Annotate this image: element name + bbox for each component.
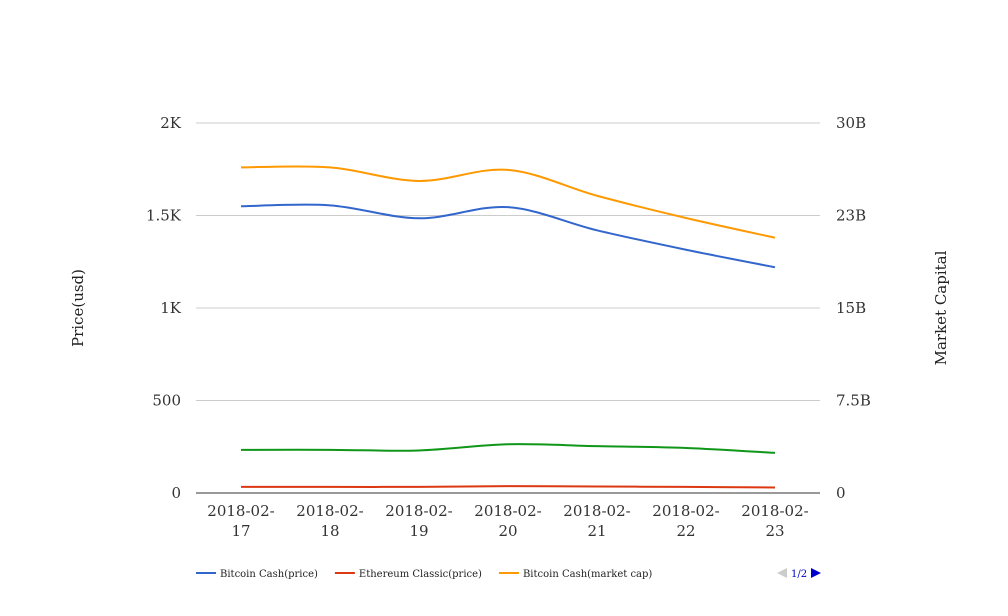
x-tick-label-3: 2018-02- 20: [474, 502, 541, 540]
x-tick-label-6: 2018-02- 23: [741, 502, 808, 540]
y-tick-label-0: 0: [171, 484, 181, 502]
x-tick-line: 22: [676, 522, 695, 540]
y2-tick-label-2: 15B: [836, 299, 866, 317]
y2-tick-label-3: 23B: [836, 207, 866, 225]
gridlines: [196, 122, 820, 401]
y-tick-label-1: 500: [152, 392, 181, 410]
x-tick-label-1: 2018-02- 18: [296, 502, 363, 540]
x-tick-label-4: 2018-02- 21: [563, 502, 630, 540]
x-tick-label-5: 2018-02- 22: [652, 502, 719, 540]
legend-label-0: Bitcoin Cash(price): [220, 569, 318, 580]
left-y-axis-title: Price(usd): [69, 269, 87, 347]
y-tick-label-4: 2K: [160, 114, 182, 132]
series-line-3: [240, 443, 776, 454]
left-y-axis-ticks: 0 500 1K 1.5K 2K: [146, 114, 182, 502]
pager-prev-icon[interactable]: [777, 568, 787, 578]
x-tick-label-0: 2018-02- 17: [207, 502, 274, 540]
x-tick-line: 2018-02-: [207, 502, 274, 520]
legend-label-1: Ethereum Classic(price): [359, 569, 482, 580]
legend-label-2: Bitcoin Cash(market cap): [523, 569, 652, 580]
x-tick-label-2: 2018-02- 19: [385, 502, 452, 540]
series-line-1: [241, 485, 776, 489]
x-axis-ticks: 2018-02-172018-02-182018-02-192018-02-20…: [207, 502, 808, 540]
x-tick-line: 2018-02-: [652, 502, 719, 520]
legend-pager: 1/2: [777, 568, 821, 580]
x-tick-line: 17: [231, 522, 250, 540]
legend: Bitcoin Cash(price) Ethereum Classic(pric…: [196, 569, 652, 580]
series-line-2: [240, 165, 776, 239]
x-tick-line: 23: [765, 522, 784, 540]
x-tick-line: 18: [320, 522, 339, 540]
x-tick-line: 21: [587, 522, 606, 540]
x-tick-line: 2018-02-: [563, 502, 630, 520]
y-tick-label-3: 1.5K: [146, 207, 182, 225]
y2-tick-label-1: 7.5B: [836, 392, 871, 410]
y-tick-label-2: 1K: [160, 299, 182, 317]
right-y-axis-title: Market Capital: [932, 250, 950, 365]
series-line-0: [240, 203, 776, 269]
y2-tick-label-0: 0: [836, 484, 846, 502]
right-y-axis-ticks: 0 7.5B 15B 23B 30B: [836, 114, 871, 502]
x-tick-line: 2018-02-: [385, 502, 452, 520]
series-lines: [240, 165, 776, 489]
x-tick-line: 20: [498, 522, 517, 540]
pager-next-icon[interactable]: [811, 568, 821, 578]
pager-label: 1/2: [791, 569, 807, 580]
x-tick-line: 2018-02-: [474, 502, 541, 520]
y2-tick-label-4: 30B: [836, 114, 866, 132]
x-tick-line: 19: [409, 522, 428, 540]
x-tick-line: 2018-02-: [296, 502, 363, 520]
x-tick-line: 2018-02-: [741, 502, 808, 520]
